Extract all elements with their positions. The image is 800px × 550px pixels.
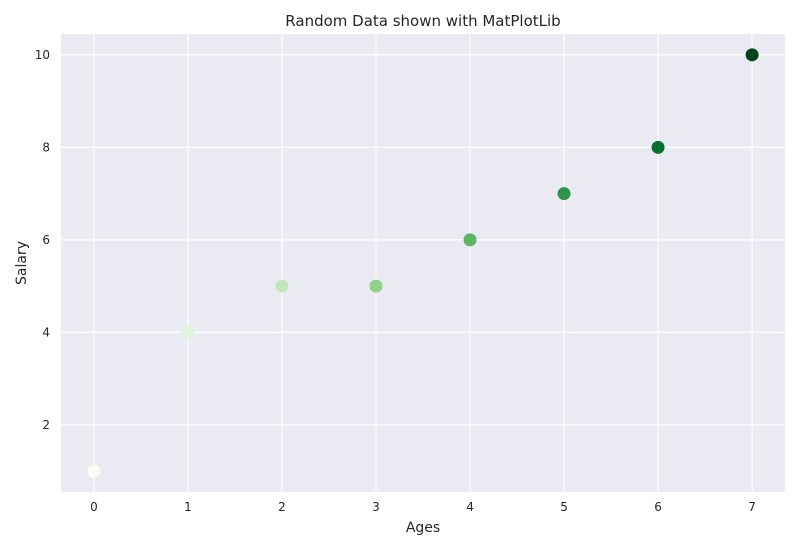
- x-tick-label: 0: [90, 500, 98, 514]
- y-axis-label: Salary: [14, 241, 30, 285]
- x-tick-label: 3: [372, 500, 380, 514]
- data-point: [181, 325, 195, 339]
- data-point: [275, 279, 289, 293]
- plot-area: [61, 34, 785, 492]
- y-tick-label: 8: [42, 140, 50, 154]
- chart-title: Random Data shown with MatPlotLib: [285, 12, 560, 30]
- y-tick-labels: 2 4 6 8 10: [35, 48, 50, 432]
- y-tick-label: 6: [42, 233, 50, 247]
- x-tick-label: 2: [278, 500, 286, 514]
- y-tick-label: 4: [42, 325, 50, 339]
- x-tick-label: 1: [184, 500, 192, 514]
- data-point: [463, 233, 477, 247]
- x-tick-label: 7: [748, 500, 756, 514]
- data-point: [87, 464, 101, 478]
- x-tick-label: 6: [654, 500, 662, 514]
- data-point: [557, 187, 571, 201]
- x-tick-label: 5: [560, 500, 568, 514]
- data-points: [87, 48, 759, 478]
- x-tick-labels: 0 1 2 3 4 5 6 7: [90, 500, 756, 514]
- data-point: [651, 140, 665, 154]
- x-tick-label: 4: [466, 500, 474, 514]
- gridlines: [61, 34, 785, 492]
- data-point: [369, 279, 383, 293]
- data-point: [745, 48, 759, 62]
- y-tick-label: 10: [35, 48, 50, 62]
- x-axis-label: Ages: [406, 520, 440, 536]
- y-tick-label: 2: [42, 418, 50, 432]
